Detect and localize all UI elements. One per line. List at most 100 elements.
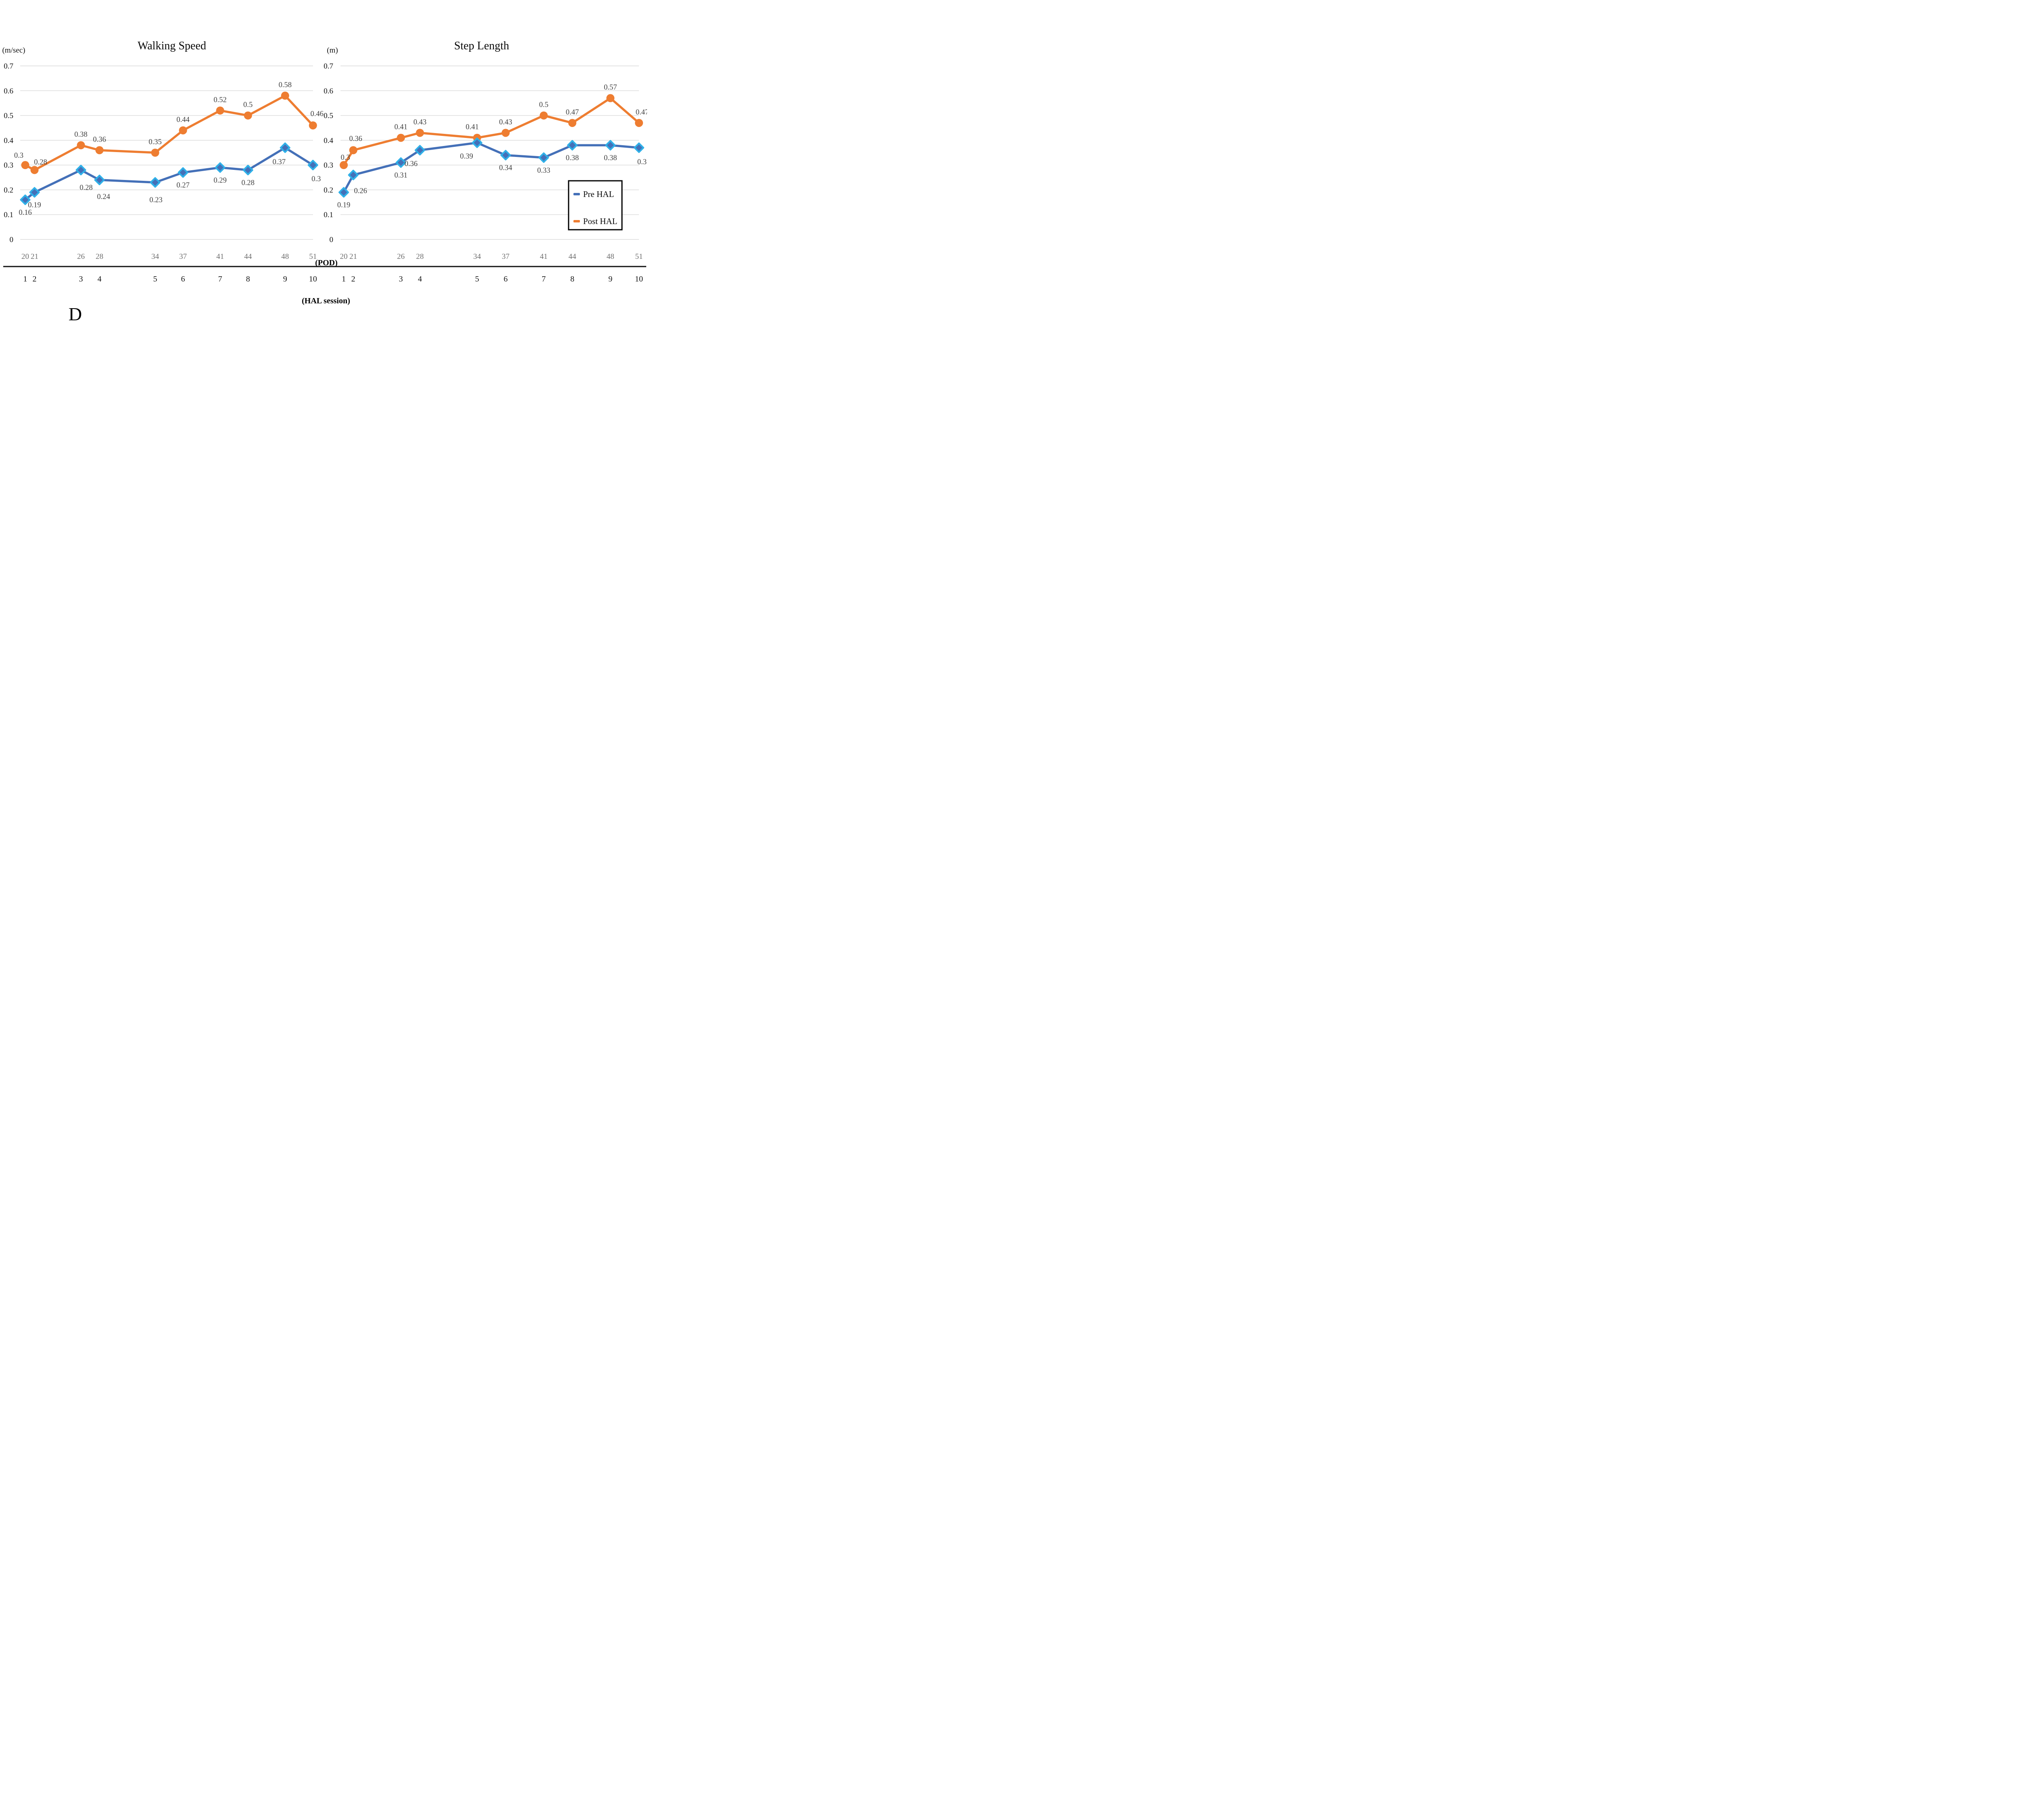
post-hal-line: [343, 97, 640, 166]
pre-hal-diamond-marker: [472, 137, 482, 148]
pre-hal-diamond-marker: [280, 142, 290, 153]
session-tick-label: 10: [635, 275, 643, 284]
data-label: 0.28: [241, 179, 254, 187]
session-tick-label: 4: [418, 275, 422, 284]
y-tick-label: 0.5: [4, 112, 13, 120]
pre-hal-diamond-marker: [76, 165, 87, 176]
pod-axis-label: (POD): [315, 258, 338, 267]
data-label: 0.36: [93, 135, 106, 144]
post-hal-series: 0.3 0.36 0.41 0.43 0.41 0.43 0.5 0.47 0.57 0.47: [340, 84, 647, 169]
pre-hal-diamond-marker: [178, 167, 188, 178]
pod-tick-label: 34: [151, 252, 159, 261]
post-hal-series: 0.3 0.28 0.38 0.36 0.35 0.44 0.52 0.5 0.58 0.46: [14, 81, 324, 174]
y-tick-label: 0.2: [4, 186, 13, 195]
y-tick-label: 0: [10, 236, 14, 244]
post-hal-circle-marker: [95, 146, 104, 154]
pre-hal-diamond-marker: [396, 157, 406, 168]
session-tick-label: 6: [181, 275, 185, 284]
chart-title: Walking Speed: [137, 40, 206, 52]
data-label: 0.38: [604, 154, 617, 162]
data-label: 0.24: [97, 193, 110, 201]
pre-hal-diamond-marker: [307, 160, 318, 171]
figure-panel-d: 0 0.1 0.2 0.3 0.4 0.5 0.6 0.7 (m/sec) Walking Spe…: [0, 0, 647, 364]
post-hal-circle-marker: [21, 161, 30, 169]
pre-hal-line: [343, 142, 640, 194]
post-hal-circle-marker: [397, 133, 405, 142]
pod-tick-label: 21: [349, 252, 357, 261]
pod-tick-label: 41: [216, 252, 224, 261]
post-hal-circle-marker: [216, 106, 224, 115]
data-label: 0.58: [279, 81, 292, 89]
session-tick-label: 9: [608, 275, 612, 284]
y-tick-label: 0.1: [324, 211, 333, 219]
data-label: 0.19: [28, 201, 41, 210]
pod-tick-label: 37: [179, 252, 187, 261]
post-hal-line: [24, 94, 314, 171]
data-label: 0.3: [311, 175, 321, 183]
post-hal-circle-marker: [501, 129, 510, 137]
data-label: 0.47: [636, 108, 647, 116]
post-hal-circle-marker: [179, 126, 187, 135]
session-axis-label: (HAL session): [302, 296, 350, 305]
pre-hal-diamond-marker: [500, 150, 511, 161]
data-label: 0.19: [337, 201, 350, 210]
data-label: 0.3: [14, 152, 23, 160]
y-tick-label: 0.1: [4, 211, 13, 219]
data-label: 0.37: [637, 158, 647, 166]
chart-walking-speed: 00.10.20.30.40.50.60.7(m/sec) Walking Spe…: [2, 40, 324, 284]
session-tick-label: 3: [399, 275, 403, 284]
post-hal-circle-marker: [309, 121, 317, 130]
pre-hal-diamond-marker: [94, 174, 105, 185]
pod-tick-label: 37: [502, 252, 510, 261]
pre-hal-diamond-marker: [634, 142, 645, 153]
session-tick-label: 3: [79, 275, 83, 284]
data-label: 0.44: [176, 116, 189, 124]
y-tick-label: 0.7: [324, 62, 333, 71]
data-label: 0.37: [273, 158, 286, 166]
pre-hal-diamond-marker: [29, 187, 40, 198]
pre-hal-diamond-marker: [215, 162, 226, 173]
data-label: 0.34: [499, 164, 512, 172]
pod-tick-label: 41: [540, 252, 548, 261]
y-tick-label: 0.5: [324, 112, 333, 120]
post-hal-circle-marker: [416, 129, 424, 137]
data-label: 0.43: [413, 118, 426, 126]
y-tick-label: 0.4: [324, 136, 333, 145]
data-label: 0.46: [311, 110, 324, 118]
data-label: 0.5: [539, 101, 548, 109]
data-label: 0.38: [566, 154, 579, 162]
data-label: 0.33: [537, 167, 550, 175]
pod-tick-label: 48: [607, 252, 614, 261]
post-hal-circle-marker: [30, 166, 39, 174]
session-tick-label: 5: [475, 275, 479, 284]
post-hal-circle-marker: [77, 141, 85, 150]
pre-hal-series: 0.19 0.26 0.31 0.36 0.39 0.34 0.33 0.38 0.38 0.37: [337, 137, 647, 210]
data-label: 0.31: [394, 171, 407, 180]
post-hal-circle-marker: [281, 91, 289, 100]
y-axis-unit-label: (m/sec): [2, 46, 25, 55]
pod-tick-label: 48: [281, 252, 289, 261]
y-tick-label: 0.3: [324, 161, 333, 170]
post-hal-circle-marker: [539, 111, 548, 120]
data-label: 0.28: [34, 158, 47, 166]
session-tick-label: 8: [246, 275, 250, 284]
post-hal-legend-swatch: [573, 220, 580, 222]
data-label: 0.26: [354, 187, 367, 195]
y-tick-label: 0.2: [324, 186, 333, 195]
data-label: 0.39: [460, 152, 473, 161]
session-tick-label: 4: [97, 275, 102, 284]
post-hal-circle-marker: [606, 94, 615, 102]
chart-step-length: 00.10.20.30.40.50.60.7(m) Step Length0.30…: [324, 40, 647, 284]
session-tick-label: 8: [570, 275, 574, 284]
data-label: 0.38: [74, 131, 87, 139]
pod-tick-label: 26: [77, 252, 85, 261]
y-tick-label: 0.6: [4, 87, 13, 95]
pre-hal-series: 0.160.19 0.28 0.24 0.23 0.27 0.29 0.28 0.37 0.3: [19, 142, 321, 217]
y-tick-label: 0: [330, 236, 334, 244]
pod-tick-label: 28: [416, 252, 424, 261]
y-axis-unit-label: (m): [327, 46, 338, 55]
session-tick-label: 2: [32, 275, 36, 284]
pod-tick-label: 34: [473, 252, 481, 261]
post-hal-circle-marker: [151, 148, 159, 157]
session-tick-label: 7: [542, 275, 546, 284]
